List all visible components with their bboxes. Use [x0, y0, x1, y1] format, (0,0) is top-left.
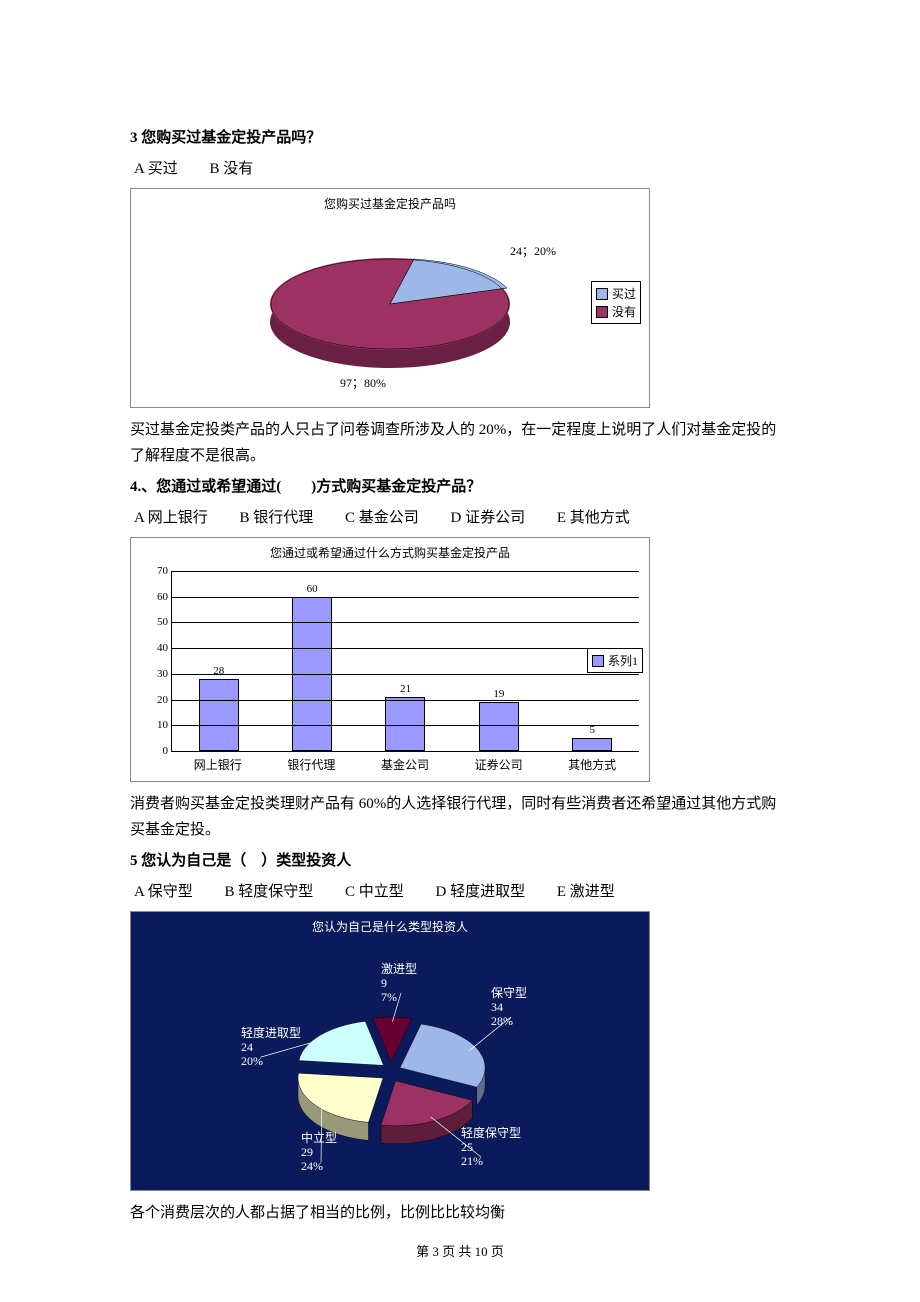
chart1-legend-label-0: 买过	[612, 285, 636, 302]
q5-options: A 保守型 B 轻度保守型 C 中立型 D 轻度进取型 E 激进型	[134, 880, 790, 901]
chart2-legend-row: 系列1	[592, 652, 638, 669]
chart1-frame: 您购买过基金定投产品吗 24；20% 97；80% 买过 没有	[130, 188, 650, 408]
chart2-legend-label: 系列1	[608, 652, 638, 669]
chart3-label: 9	[381, 976, 387, 990]
chart3-label: 21%	[461, 1154, 483, 1168]
chart2-gridline	[172, 700, 639, 701]
chart2-gridline	[172, 597, 639, 598]
q4-analysis: 消费者购买基金定投类理财产品有 60%的人选择银行代理，同时有些消费者还希望通过…	[130, 792, 790, 843]
chart2-bar-col: 28	[199, 665, 239, 751]
chart2-xtick: 证券公司	[471, 756, 527, 773]
q5-option-d: D 轻度进取型	[436, 884, 526, 900]
page-root: 3 您购买过基金定投产品吗？ A 买过 B 没有 您购买过基金定投产品吗 24；…	[0, 0, 920, 1300]
chart3-label: 34	[491, 1000, 503, 1014]
q3-analysis: 买过基金定投类产品的人只占了问卷调查所涉及人的 20%，在一定程度上说明了人们对…	[130, 418, 790, 469]
chart1-legend: 买过 没有	[591, 281, 641, 324]
chart2-bar-col: 21	[385, 683, 425, 751]
chart1-legend-label-1: 没有	[612, 303, 636, 320]
chart3-label: 25	[461, 1140, 473, 1154]
chart1-pie: 24；20% 97；80%	[240, 224, 540, 374]
chart2-xtick: 其他方式	[564, 756, 620, 773]
chart2-bar	[385, 697, 425, 751]
q4-option-c: C 基金公司	[345, 510, 419, 526]
chart2-bar-value: 21	[400, 683, 411, 695]
q4-options: A 网上银行 B 银行代理 C 基金公司 D 证券公司 E 其他方式	[134, 506, 790, 527]
chart2-bars: 28 60 21 19 5	[172, 571, 639, 751]
q5-option-b: B 轻度保守型	[225, 884, 314, 900]
chart1-label-no: 97；80%	[340, 374, 386, 391]
q3-option-a: A 买过	[134, 161, 178, 177]
page-footer: 第 3 页 共 10 页	[130, 1241, 790, 1260]
chart2-ytick: 0	[144, 745, 168, 757]
chart2-bar-value: 60	[307, 583, 318, 595]
chart2-gridline	[172, 622, 639, 623]
chart3-label: 20%	[241, 1054, 263, 1068]
chart2-gridline	[172, 648, 639, 649]
chart3-slice-top	[400, 1024, 485, 1087]
chart1-slice-yes	[270, 258, 510, 350]
q3-option-b: B 没有	[210, 161, 254, 177]
q5-option-a: A 保守型	[134, 884, 193, 900]
q4-option-b: B 银行代理	[240, 510, 314, 526]
chart1-label-yes: 24；20%	[510, 242, 556, 259]
chart2-gridline	[172, 674, 639, 675]
q3-options: A 买过 B 没有	[134, 157, 790, 178]
chart3-label: 24%	[301, 1159, 323, 1173]
chart2-bar-col: 19	[479, 688, 519, 751]
chart1-legend-row-1: 没有	[596, 303, 636, 320]
q5-option-e: E 激进型	[557, 884, 615, 900]
chart2-ytick: 50	[144, 616, 168, 628]
chart2-bar-value: 19	[493, 688, 504, 700]
q5-analysis: 各个消费层次的人都占据了相当的比例，比例比比较均衡	[130, 1201, 790, 1227]
chart3-label: 轻度进取型	[241, 1025, 301, 1040]
chart2-bar	[572, 738, 612, 751]
chart3-label: 激进型	[381, 962, 417, 976]
chart1-title: 您购买过基金定投产品吗	[131, 189, 649, 214]
chart2-ytick: 70	[144, 565, 168, 577]
chart1-legend-sw-0	[596, 288, 608, 300]
chart2-title: 您通过或希望通过什么方式购买基金定投产品	[131, 538, 649, 563]
chart2-plot: 286021195 010203040506070	[171, 571, 639, 752]
chart2-legend-sw	[592, 655, 604, 667]
chart3-title: 您认为自己是什么类型投资人	[131, 912, 649, 937]
q4-option-d: D 证券公司	[451, 510, 526, 526]
q4-option-e: E 其他方式	[557, 510, 630, 526]
chart2-bar-value: 28	[213, 665, 224, 677]
q5-heading: 5 您认为自己是（ ）类型投资人	[130, 849, 790, 870]
chart3-label: 28%	[491, 1014, 513, 1028]
chart3-frame: 您认为自己是什么类型投资人 保守型3428% 轻度保守型2521% 中立型2924%…	[130, 911, 650, 1191]
chart1-legend-row-0: 买过	[596, 285, 636, 302]
chart2-ytick: 30	[144, 668, 168, 680]
chart2-ytick: 60	[144, 591, 168, 603]
chart2-frame: 您通过或希望通过什么方式购买基金定投产品 28 60 21 19 5 0 10 20 30 40…	[130, 537, 650, 782]
chart2-bar	[479, 702, 519, 751]
chart3-label: 29	[301, 1145, 313, 1159]
chart2-legend: 系列1	[587, 648, 643, 673]
chart3-label: 24	[241, 1040, 253, 1054]
chart1-legend-sw-1	[596, 306, 608, 318]
chart2-ytick: 10	[144, 719, 168, 731]
chart3-slice-top	[299, 1021, 384, 1065]
chart2-xtick: 基金公司	[377, 756, 433, 773]
chart3-label: 轻度保守型	[461, 1125, 521, 1140]
chart3-label: 保守型	[491, 986, 527, 1000]
chart3-label: 7%	[381, 990, 397, 1004]
chart2-xtick: 银行代理	[283, 756, 339, 773]
chart2-bar-col: 5	[572, 724, 612, 751]
chart2-ytick: 40	[144, 642, 168, 654]
chart2-ytick: 20	[144, 694, 168, 706]
q5-option-c: C 中立型	[345, 884, 404, 900]
chart2-bar	[199, 679, 239, 751]
chart3-pie: 保守型3428% 轻度保守型2521% 中立型2924% 轻度进取型2420% 激进型9…	[131, 937, 651, 1187]
chart2-xticks: 网上银行 银行代理 基金公司 证券公司 其他方式	[171, 756, 639, 773]
chart2-xtick: 网上银行	[190, 756, 246, 773]
chart2-gridline	[172, 571, 639, 572]
q3-heading: 3 您购买过基金定投产品吗？	[130, 126, 790, 147]
chart3-label: 中立型	[301, 1130, 337, 1145]
chart2-gridline	[172, 725, 639, 726]
q4-option-a: A 网上银行	[134, 510, 208, 526]
q4-heading: 4.、您通过或希望通过( )方式购买基金定投产品？	[130, 475, 790, 496]
